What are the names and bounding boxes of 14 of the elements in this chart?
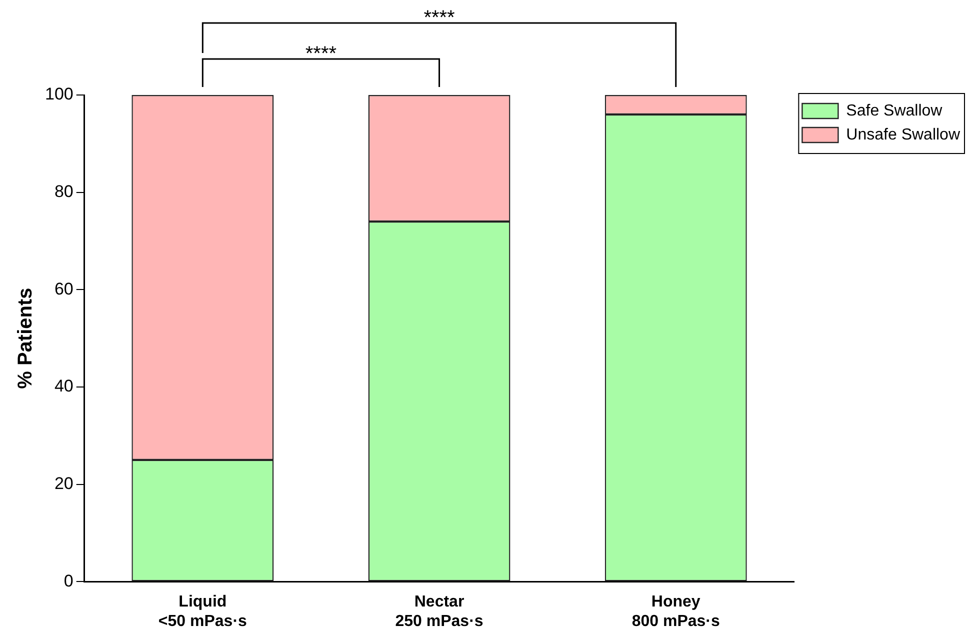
y-tick-label: 100 xyxy=(44,84,74,104)
x-tick-label: Nectar 250 mPas·s xyxy=(395,594,484,630)
y-axis-title: % Patients xyxy=(14,288,37,389)
text: **** xyxy=(424,7,456,29)
y-tick-label: 60 xyxy=(54,279,74,298)
y-tick-label: 0 xyxy=(64,571,74,590)
x-tick-label: Liquid <50 mPas·s xyxy=(158,594,248,630)
x-tick-label: Honey 800 mPas·s xyxy=(632,594,720,630)
legend-label: Unsafe Swallow xyxy=(846,126,960,144)
legend-label: Safe Swallow xyxy=(846,102,943,120)
y-tick-label: 80 xyxy=(54,182,74,202)
text: **** xyxy=(305,43,337,65)
y-tick-label: 40 xyxy=(54,376,74,396)
y-tick-label: 20 xyxy=(54,474,74,493)
